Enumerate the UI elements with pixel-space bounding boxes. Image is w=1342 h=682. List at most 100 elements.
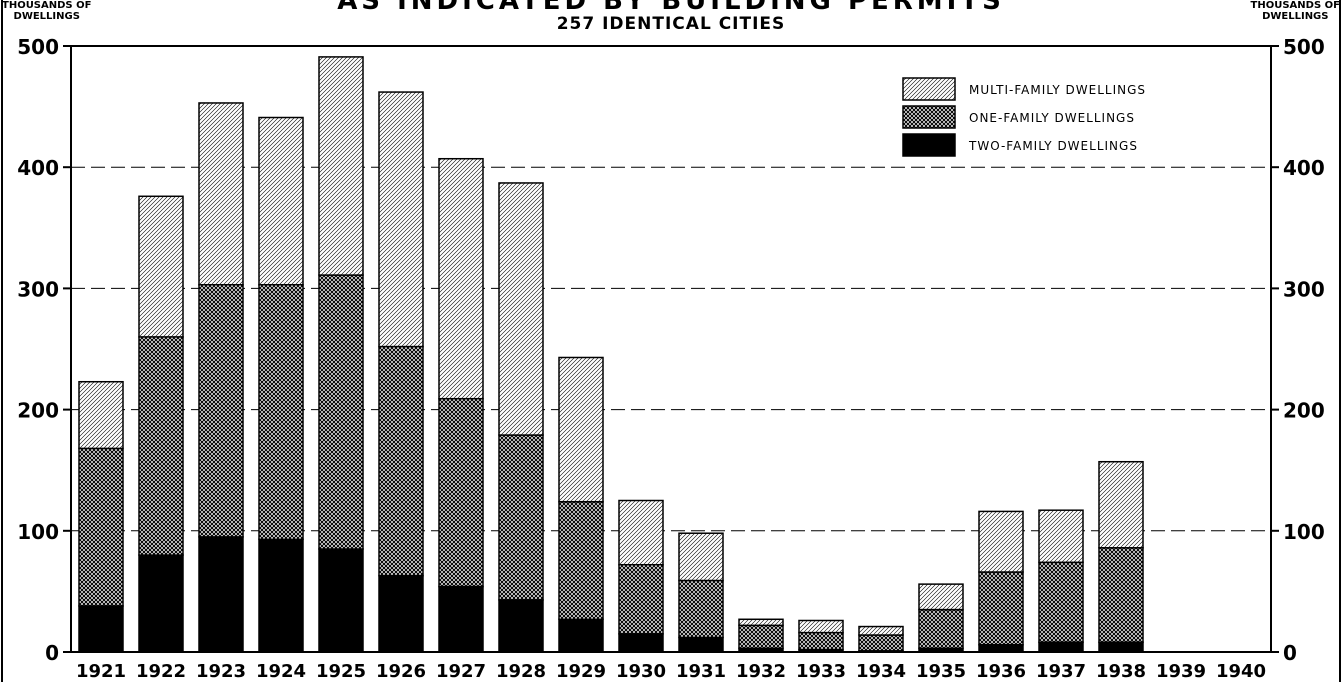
bar-1936-multi-family-dwellings: [978, 510, 1024, 573]
bar-1922-one-family-dwellings: [138, 336, 184, 556]
bar-1929-two-family-dwellings: [558, 618, 604, 653]
chart-subtitle: 257 IDENTICAL CITIES: [556, 14, 786, 34]
bar-1932-multi-family-dwellings: [738, 618, 784, 627]
left-tick-label-200: 200: [17, 399, 59, 423]
bar-1934-one-family-dwellings: [858, 634, 904, 652]
category-label-1921: 1921: [76, 661, 126, 682]
bar-1938-two-family-dwellings: [1098, 641, 1144, 653]
category-label-1937: 1937: [1036, 661, 1086, 682]
bar-1927-one-family-dwellings: [438, 397, 484, 588]
plot-area: [70, 45, 1272, 653]
bar-1937-one-family-dwellings: [1038, 561, 1084, 644]
bar-1936-two-family-dwellings: [978, 643, 1024, 653]
bar-1926-two-family-dwellings: [378, 574, 424, 653]
bar-1932-one-family-dwellings: [738, 624, 784, 650]
bar-1938-one-family-dwellings: [1098, 547, 1144, 644]
legend-label-two-family-dwellings: TWO-FAMILY DWELLINGS: [968, 139, 1138, 153]
bar-1921-two-family-dwellings: [78, 605, 124, 653]
bar-1931-two-family-dwellings: [678, 636, 724, 653]
bar-1937-two-family-dwellings: [1038, 641, 1084, 653]
category-label-1932: 1932: [736, 661, 786, 682]
bar-1925-multi-family-dwellings: [318, 56, 364, 276]
category-label-1924: 1924: [256, 661, 306, 682]
left-tick-label-100: 100: [17, 520, 59, 544]
legend-swatch-one-family-dwellings: [902, 105, 956, 129]
category-label-1934: 1934: [856, 661, 906, 682]
bar-1935-multi-family-dwellings: [918, 583, 964, 611]
bar-1925-two-family-dwellings: [318, 548, 364, 653]
bar-1927-two-family-dwellings: [438, 585, 484, 653]
bar-1938-multi-family-dwellings: [1098, 460, 1144, 549]
legend: MULTI-FAMILY DWELLINGS ONE-FAMILY DWELLIN…: [902, 77, 1146, 157]
bar-1929-multi-family-dwellings: [558, 356, 604, 503]
legend-swatch-two-family-dwellings: [902, 133, 956, 157]
right-tick-label-100: 100: [1283, 520, 1325, 544]
bar-1924-one-family-dwellings: [258, 284, 304, 541]
bar-1935-one-family-dwellings: [918, 608, 964, 650]
category-label-1927: 1927: [436, 661, 486, 682]
bar-1926-multi-family-dwellings: [378, 91, 424, 348]
bar-1931-one-family-dwellings: [678, 579, 724, 639]
axes: 0 0 100 100 200 200 300 300 400 400 500 500 1921 1922…: [17, 35, 1325, 682]
bar-1923-one-family-dwellings: [198, 284, 244, 538]
left-tick-label-400: 400: [17, 156, 59, 180]
bar-1929-one-family-dwellings: [558, 500, 604, 621]
right-unit-line-1: THOUSANDS OF: [1250, 0, 1340, 11]
category-label-1930: 1930: [616, 661, 666, 682]
bars: [78, 56, 1144, 653]
category-label-1938: 1938: [1096, 661, 1146, 682]
right-axis-unit-label: THOUSANDS OF DWELLINGS: [1251, 0, 1340, 22]
left-axis-unit-label: THOUSANDS OF DWELLINGS: [2, 0, 91, 22]
bar-1933-one-family-dwellings: [798, 631, 844, 651]
category-label-1922: 1922: [136, 661, 186, 682]
category-label-1936: 1936: [976, 661, 1026, 682]
category-label-1926: 1926: [376, 661, 426, 682]
bar-1924-two-family-dwellings: [258, 538, 304, 653]
bar-1936-one-family-dwellings: [978, 571, 1024, 646]
category-label-1925: 1925: [316, 661, 366, 682]
left-unit-line-1: THOUSANDS OF: [2, 0, 92, 11]
category-label-1939: 1939: [1156, 661, 1206, 682]
legend-label-multi-family-dwellings: MULTI-FAMILY DWELLINGS: [969, 83, 1146, 97]
legend-label-one-family-dwellings: ONE-FAMILY DWELLINGS: [969, 111, 1135, 125]
right-tick-label-300: 300: [1283, 277, 1325, 301]
left-tick-label-500: 500: [17, 35, 59, 59]
bar-1925-one-family-dwellings: [318, 274, 364, 550]
bar-1922-two-family-dwellings: [138, 554, 184, 653]
bar-1921-multi-family-dwellings: [78, 380, 124, 450]
grid-lines: [71, 166, 1271, 532]
right-tick-label-400: 400: [1283, 156, 1325, 180]
bar-1922-multi-family-dwellings: [138, 195, 184, 338]
bar-1923-two-family-dwellings: [198, 536, 244, 653]
category-label-1931: 1931: [676, 661, 726, 682]
bar-1921-one-family-dwellings: [78, 447, 124, 607]
bar-1926-one-family-dwellings: [378, 345, 424, 577]
bar-1930-two-family-dwellings: [618, 633, 664, 653]
right-tick-label-500: 500: [1283, 35, 1325, 59]
legend-swatch-multi-family-dwellings: [902, 77, 956, 101]
right-tick-label-200: 200: [1283, 399, 1325, 423]
category-label-1940: 1940: [1216, 661, 1266, 682]
chart-title: AS INDICATED BY BUILDING PERMITS: [337, 0, 1005, 16]
category-label-1928: 1928: [496, 661, 546, 682]
bar-1930-one-family-dwellings: [618, 563, 664, 635]
bar-1931-multi-family-dwellings: [678, 532, 724, 582]
category-label-1933: 1933: [796, 661, 846, 682]
category-label-1935: 1935: [916, 661, 966, 682]
left-tick-label-0: 0: [45, 641, 59, 665]
bar-1934-multi-family-dwellings: [858, 625, 904, 636]
category-label-1929: 1929: [556, 661, 606, 682]
bar-1923-multi-family-dwellings: [198, 102, 244, 286]
bar-1928-multi-family-dwellings: [498, 182, 544, 436]
right-tick-label-0: 0: [1283, 641, 1297, 665]
left-unit-line-2: DWELLINGS: [13, 11, 80, 22]
bar-1928-one-family-dwellings: [498, 434, 544, 601]
right-unit-line-2: DWELLINGS: [1262, 11, 1329, 22]
bar-1933-multi-family-dwellings: [798, 619, 844, 634]
category-label-1923: 1923: [196, 661, 246, 682]
bar-1937-multi-family-dwellings: [1038, 509, 1084, 564]
bar-1924-multi-family-dwellings: [258, 116, 304, 286]
left-tick-label-300: 300: [17, 277, 59, 301]
bar-1930-multi-family-dwellings: [618, 499, 664, 566]
